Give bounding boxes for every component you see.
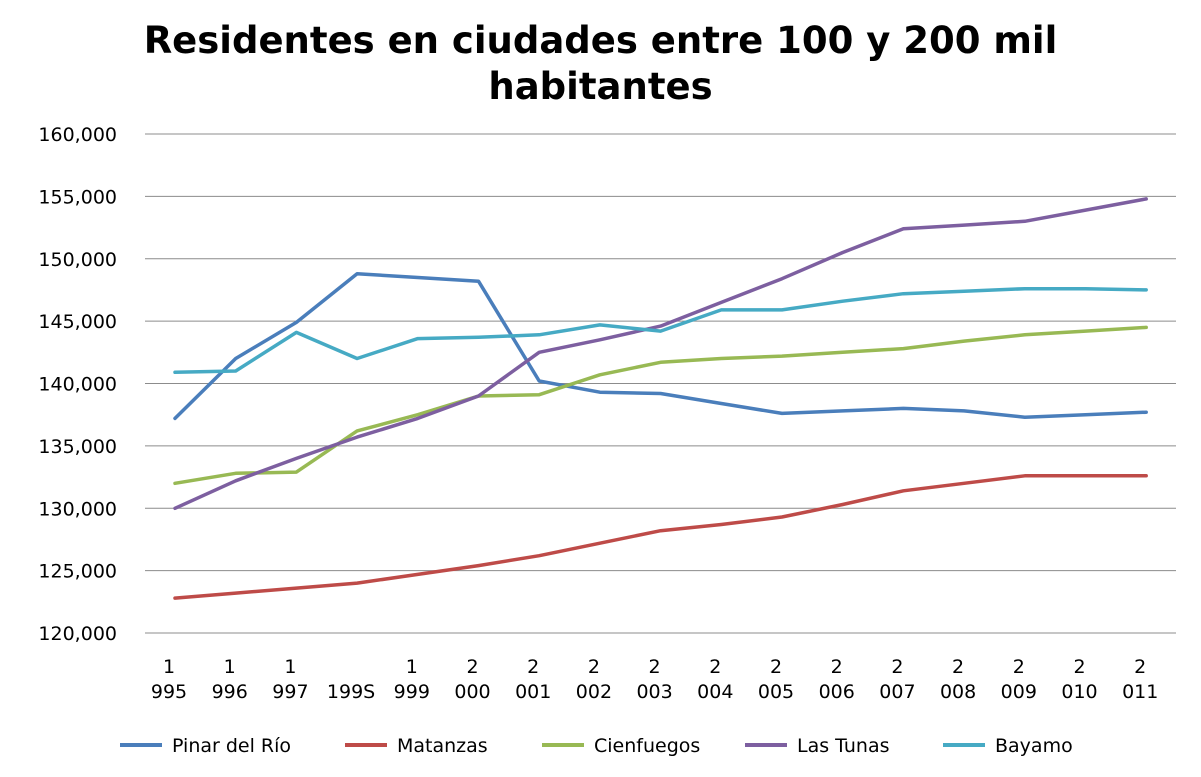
legend-label: Matanzas: [397, 735, 488, 757]
x-tick-label-top: 2: [709, 656, 721, 678]
y-tick-label: 145,000: [38, 311, 117, 333]
x-tick-label-top: 2: [952, 656, 964, 678]
legend: Pinar del Río Matanzas Cienfuegos Las Tunas…: [120, 735, 1073, 757]
y-tick-label: 130,000: [38, 498, 117, 520]
series-lines: [173, 197, 1148, 600]
y-tick-label: 120,000: [38, 623, 117, 645]
x-tick-label-bottom: 997: [272, 681, 308, 703]
x-tick-label-bottom: 005: [758, 681, 794, 703]
y-axis-tick-labels: 120,000 125,000 130,000 135,000 140,000 145,0…: [38, 124, 117, 645]
x-tick-label-bottom: 996: [212, 681, 248, 703]
x-tick-label-bottom: 008: [940, 681, 976, 703]
x-tick-label-top: 2: [649, 656, 661, 678]
y-tick-label: 150,000: [38, 249, 117, 271]
legend-label: Bayamo: [995, 735, 1073, 757]
x-tick-label-bottom: 199S: [327, 681, 375, 703]
gridlines: [145, 133, 1176, 634]
x-tick-label-top: 1: [163, 656, 175, 678]
y-tick-label: 155,000: [38, 186, 117, 208]
x-tick-label-top: 2: [1134, 656, 1146, 678]
x-tick-label-top: 2: [831, 656, 843, 678]
x-tick-label-bottom: 009: [1001, 681, 1037, 703]
x-tick-label-top: 1: [406, 656, 418, 678]
y-tick-label: 140,000: [38, 374, 117, 396]
chart-title: Residentes en ciudades entre 100 y 200 m…: [0, 18, 1201, 110]
x-tick-label-bottom: 001: [515, 681, 551, 703]
x-tick-label-bottom: 004: [697, 681, 733, 703]
x-tick-label-bottom: 011: [1122, 681, 1158, 703]
x-tick-label-top: 1: [284, 656, 296, 678]
chart-title-line-1: Residentes en ciudades entre 100 y 200 m…: [143, 19, 1058, 62]
x-tick-label-top: 2: [891, 656, 903, 678]
series-line-bayamo: [173, 286, 1148, 375]
x-tick-label-top: 2: [588, 656, 600, 678]
x-tick-label-bottom: 995: [151, 681, 187, 703]
legend-label: Cienfuegos: [594, 735, 700, 757]
x-tick-label-top: 1: [224, 656, 236, 678]
x-tick-label-bottom: 999: [394, 681, 430, 703]
chart-title-line-2: habitantes: [488, 65, 713, 108]
x-tick-label-top: 2: [527, 656, 539, 678]
x-tick-label-top: 2: [466, 656, 478, 678]
series-line-matanzas: [173, 474, 1148, 600]
x-axis-tick-labels: 1 995 1 996 1 997 199S 1 999 2 000 2 001 2 002 2 003 2 004…: [151, 656, 1158, 703]
y-tick-label: 160,000: [38, 124, 117, 146]
y-tick-label: 135,000: [38, 436, 117, 458]
x-tick-label-bottom: 006: [819, 681, 855, 703]
series-line-cienfuegos: [173, 325, 1148, 486]
x-tick-label-bottom: 003: [636, 681, 672, 703]
x-tick-label-top: 2: [1073, 656, 1085, 678]
y-tick-label: 125,000: [38, 561, 117, 583]
x-tick-label-top: 2: [770, 656, 782, 678]
x-tick-label-bottom: 002: [576, 681, 612, 703]
series-line-pinar-del-r-o: [173, 271, 1148, 421]
x-tick-label-top: 2: [1013, 656, 1025, 678]
x-tick-label-bottom: 010: [1061, 681, 1097, 703]
legend-label: Pinar del Río: [172, 735, 291, 757]
series-line-las-tunas: [173, 197, 1148, 511]
x-tick-label-bottom: 007: [879, 681, 915, 703]
legend-label: Las Tunas: [797, 735, 890, 757]
x-tick-label-bottom: 000: [454, 681, 490, 703]
